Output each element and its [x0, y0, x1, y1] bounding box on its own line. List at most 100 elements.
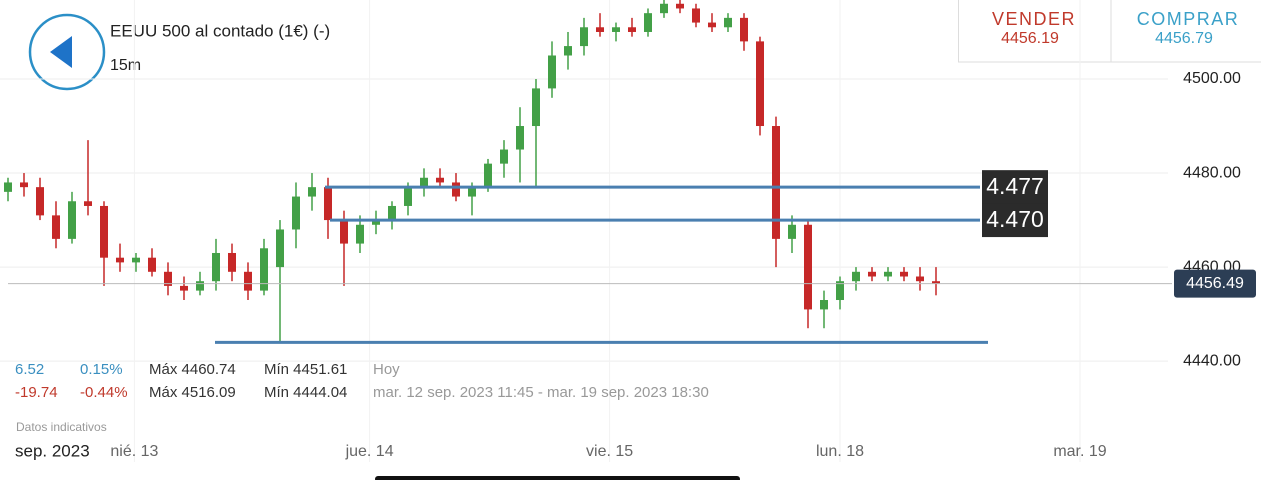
- stat-value: Mín 4444.04: [264, 384, 347, 401]
- stat-value: Hoy: [373, 361, 400, 378]
- candle-body: [852, 271, 860, 282]
- candle-body: [132, 257, 140, 263]
- candle-body: [932, 281, 940, 284]
- candle-body: [244, 271, 252, 291]
- candle-body: [532, 88, 540, 127]
- candle-body: [4, 182, 12, 192]
- back-arrow[interactable]: [50, 36, 72, 68]
- buy-button[interactable]: COMPRAR 4456.79: [1137, 9, 1240, 47]
- y-tick-label: 4480.00: [1183, 164, 1241, 181]
- stat-value: 6.52: [15, 361, 44, 378]
- candle-body: [484, 163, 492, 188]
- buy-label[interactable]: COMPRAR: [1137, 9, 1240, 29]
- candle-body: [916, 276, 924, 282]
- candle-body: [868, 271, 876, 277]
- level-label: 4.477: [986, 173, 1044, 199]
- stat-value: 0.15%: [80, 361, 123, 378]
- candle-body: [148, 257, 156, 272]
- x-tick-label: nié. 13: [110, 443, 158, 460]
- candle-body: [612, 27, 620, 32]
- current-price-box: [1174, 269, 1256, 298]
- candle-body: [36, 187, 44, 216]
- candle-body: [212, 252, 220, 282]
- candle-body: [900, 271, 908, 277]
- buy-price[interactable]: 4456.79: [1155, 30, 1213, 47]
- x-tick-label: lun. 18: [816, 443, 864, 460]
- stat-value: -19.74: [15, 384, 58, 401]
- candle-body: [404, 187, 412, 206]
- sell-button[interactable]: VENDER 4456.19: [992, 9, 1076, 47]
- candle-body: [372, 220, 380, 225]
- candle-body: [804, 224, 812, 310]
- candle-body: [68, 201, 76, 239]
- data-note: Datos indicativos: [16, 420, 107, 434]
- candle-body: [356, 224, 364, 244]
- home-indicator: [375, 476, 740, 480]
- x-tick-label: vie. 15: [586, 443, 633, 460]
- x-period-label: sep. 2023: [15, 441, 90, 460]
- candle-body: [660, 3, 668, 14]
- candle-body: [884, 271, 892, 277]
- x-tick-label: mar. 19: [1053, 443, 1106, 460]
- candle-body: [388, 205, 396, 221]
- candle-body: [772, 126, 780, 239]
- candle-body: [292, 196, 300, 230]
- stats: 6.52 0.15% Máx 4460.74 Mín 4451.61 Hoy -19.74…: [15, 361, 709, 401]
- candle-body: [724, 17, 732, 28]
- candle-body: [564, 46, 572, 56]
- candle-body: [756, 41, 764, 127]
- candle-body: [468, 187, 476, 197]
- candle-body: [276, 229, 284, 268]
- candle-body: [324, 187, 332, 221]
- candle-body: [500, 149, 508, 164]
- current-price-label: 4456.49: [1186, 275, 1244, 292]
- back-button[interactable]: [28, 13, 106, 91]
- candle-body: [692, 8, 700, 23]
- candle-body: [116, 257, 124, 263]
- level-label: 4.470: [986, 206, 1044, 232]
- candle-body: [420, 177, 428, 188]
- candle-body: [84, 201, 92, 206]
- candle-body: [596, 27, 604, 32]
- stat-value: -0.44%: [80, 384, 128, 401]
- candle-body: [308, 187, 316, 197]
- candle-body: [740, 17, 748, 42]
- candle-body: [548, 55, 556, 89]
- candle-body: [516, 126, 524, 150]
- sell-price[interactable]: 4456.19: [1001, 30, 1059, 47]
- candle-body: [20, 182, 28, 188]
- level-label-box: [982, 203, 1048, 238]
- level-label-box: [982, 170, 1048, 205]
- candle-body: [708, 22, 716, 28]
- candle-body: [260, 248, 268, 291]
- candle-body: [196, 281, 204, 291]
- quote-box: [958, 0, 1261, 63]
- x-tick-label: jue. 14: [345, 443, 394, 460]
- stat-value: Máx 4516.09: [149, 384, 236, 401]
- stat-value: mar. 12 sep. 2023 11:45 - mar. 19 sep. 2…: [373, 384, 709, 401]
- candle-body: [820, 300, 828, 310]
- candle-body: [228, 252, 236, 272]
- candle-body: [676, 3, 684, 9]
- candle-body: [452, 182, 460, 197]
- candle-body: [836, 281, 844, 301]
- y-tick-label: 4440.00: [1183, 352, 1241, 369]
- candle-body: [580, 27, 588, 47]
- stat-value: Mín 4451.61: [264, 361, 347, 378]
- candle-body: [436, 177, 444, 183]
- instrument-title: EEUU 500 al contado (1€) (-): [110, 21, 330, 40]
- interval[interactable]: 15m: [110, 57, 141, 74]
- y-tick-label: 4500.00: [1183, 70, 1241, 87]
- candle-body: [180, 285, 188, 291]
- candle-body: [164, 271, 172, 286]
- candle-body: [100, 205, 108, 258]
- stat-value: Máx 4460.74: [149, 361, 236, 378]
- candle-body: [340, 220, 348, 244]
- candle-body: [628, 27, 636, 32]
- sell-label[interactable]: VENDER: [992, 9, 1076, 29]
- candle-body: [644, 13, 652, 32]
- candle-body: [788, 224, 796, 239]
